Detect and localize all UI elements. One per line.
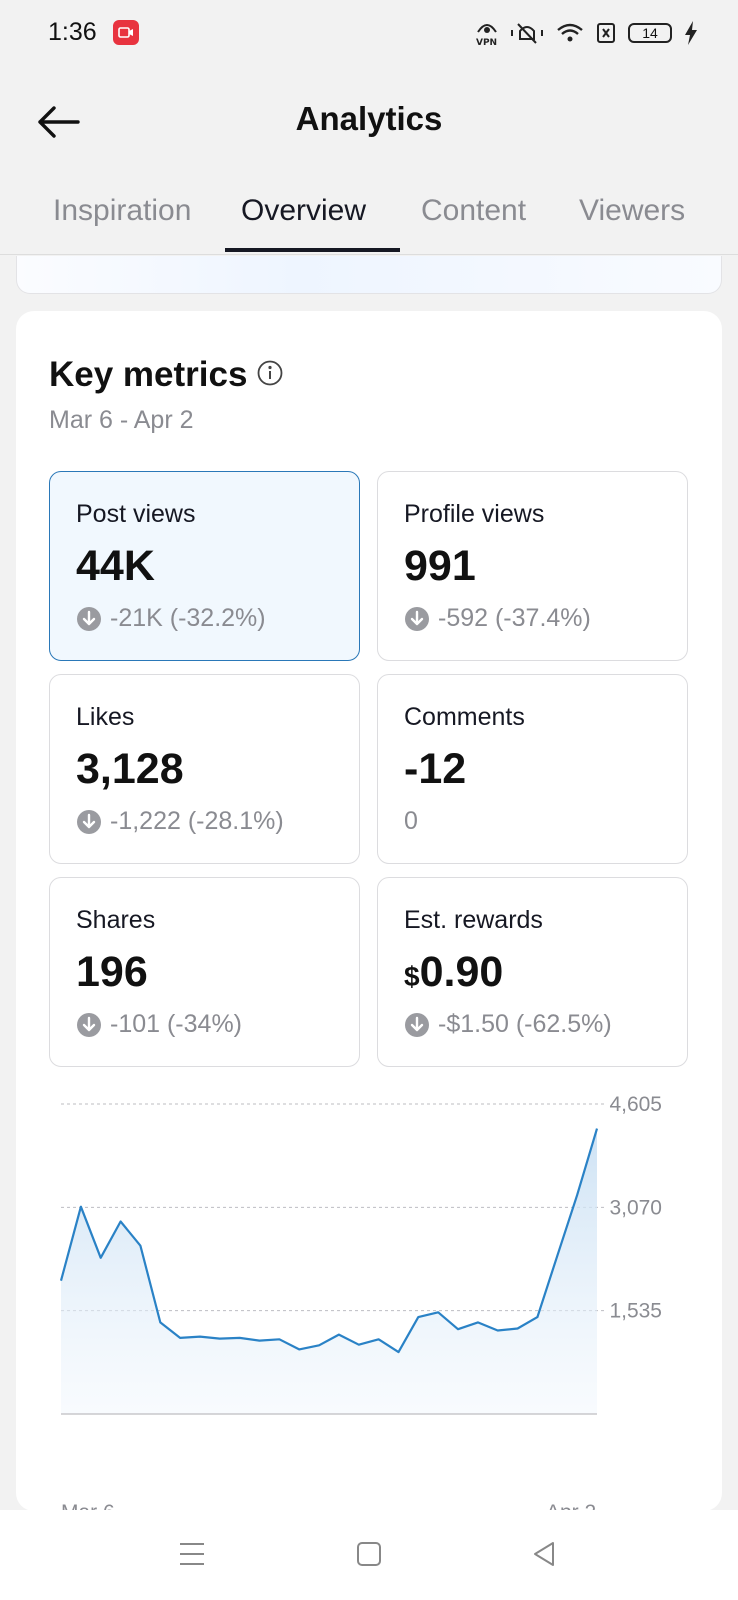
metric-value: 196 [76, 948, 148, 996]
date-range: Mar 6 - Apr 2 [49, 406, 194, 434]
back-triangle-icon[interactable] [530, 1540, 558, 1568]
wifi-icon [557, 23, 583, 42]
vpn-icon: VPN [476, 24, 497, 46]
metric-card-est-rewards[interactable]: Est. rewards $0.90 -$1.50 (-62.5%) [377, 877, 688, 1067]
metric-card-comments[interactable]: Comments -12 0 [377, 674, 688, 864]
key-metrics-card: Key metrics Mar 6 - Apr 2 Post views 44K… [16, 311, 722, 1524]
metric-change: -101 (-34%) [76, 1010, 242, 1039]
battery-icon: 14 [628, 23, 672, 43]
metric-value: 44K [76, 542, 155, 590]
menu-icon[interactable] [177, 1540, 207, 1568]
back-button[interactable] [28, 92, 88, 152]
y-tick-label: 4,605 [609, 1093, 662, 1116]
line-chart: 4,605 3,070 1,535 [59, 1093, 662, 1415]
metric-label: Profile views [404, 500, 545, 528]
arrow-down-circle-icon [77, 809, 101, 834]
metric-label: Comments [404, 703, 525, 731]
metric-change-text: -592 (-37.4%) [438, 604, 591, 632]
tab-viewers[interactable]: Viewers [579, 194, 686, 227]
metric-change-text: -$1.50 (-62.5%) [438, 1010, 612, 1038]
metric-value-number: 0.90 [419, 948, 504, 996]
metric-value: -12 [404, 745, 467, 793]
tab-inspiration[interactable]: Inspiration [53, 194, 192, 227]
metric-value: 991 [404, 542, 476, 590]
arrow-down-circle-icon [77, 1012, 101, 1037]
charging-icon [685, 21, 697, 45]
previous-card-edge [16, 256, 722, 294]
metric-change: -592 (-37.4%) [404, 604, 591, 633]
section-title: Key metrics [49, 355, 248, 394]
arrow-down-circle-icon [405, 1012, 429, 1037]
metric-change: 0 [404, 807, 418, 836]
metric-label: Est. rewards [404, 906, 543, 934]
chart-area [61, 1128, 597, 1414]
arrow-left-icon [38, 106, 80, 138]
metric-label: Likes [76, 703, 135, 731]
metric-value: 3,128 [76, 745, 184, 793]
status-bar: 1:36 VPN 14 [0, 0, 738, 66]
currency-symbol: $ [404, 961, 420, 992]
metric-card-likes[interactable]: Likes 3,128 -1,222 (-28.1%) [49, 674, 360, 864]
metric-change: -$1.50 (-62.5%) [404, 1010, 612, 1039]
metric-label: Post views [76, 500, 196, 528]
screen-record-icon [113, 20, 139, 45]
metric-value: $0.90 [404, 948, 503, 997]
svg-text:VPN: VPN [476, 38, 497, 46]
header: Analytics [0, 80, 738, 160]
system-nav-bar [0, 1510, 738, 1600]
metric-change: -1,222 (-28.1%) [76, 807, 284, 836]
bell-muted-icon [511, 23, 543, 44]
metric-card-profile-views[interactable]: Profile views 991 -592 (-37.4%) [377, 471, 688, 661]
metric-card-post-views[interactable]: Post views 44K -21K (-32.2%) [49, 471, 360, 661]
y-tick-label: 1,535 [609, 1300, 662, 1323]
metric-change-text: -101 (-34%) [110, 1010, 242, 1038]
chart-line [59, 1128, 599, 1354]
status-icons: VPN 14 [476, 18, 698, 48]
arrow-down-circle-icon [405, 606, 429, 631]
arrow-down-circle-icon [77, 606, 101, 631]
metric-change: -21K (-32.2%) [76, 604, 266, 633]
active-tab-indicator [225, 248, 400, 252]
y-tick-label: 3,070 [609, 1196, 662, 1219]
sim-blocked-icon [597, 23, 615, 43]
metric-card-shares[interactable]: Shares 196 -101 (-34%) [49, 877, 360, 1067]
tab-bar: Inspiration Overview Content Viewers [0, 170, 738, 255]
status-time: 1:36 [48, 18, 97, 46]
page-title: Analytics [295, 100, 443, 137]
home-icon[interactable] [355, 1540, 383, 1568]
metric-change-text: -1,222 (-28.1%) [110, 807, 284, 835]
info-icon[interactable] [256, 359, 284, 387]
tab-content[interactable]: Content [421, 194, 527, 227]
tab-overview[interactable]: Overview [241, 194, 367, 227]
metric-change-text: -21K (-32.2%) [110, 604, 266, 632]
metric-change-text: 0 [404, 807, 418, 835]
metric-label: Shares [76, 906, 156, 934]
